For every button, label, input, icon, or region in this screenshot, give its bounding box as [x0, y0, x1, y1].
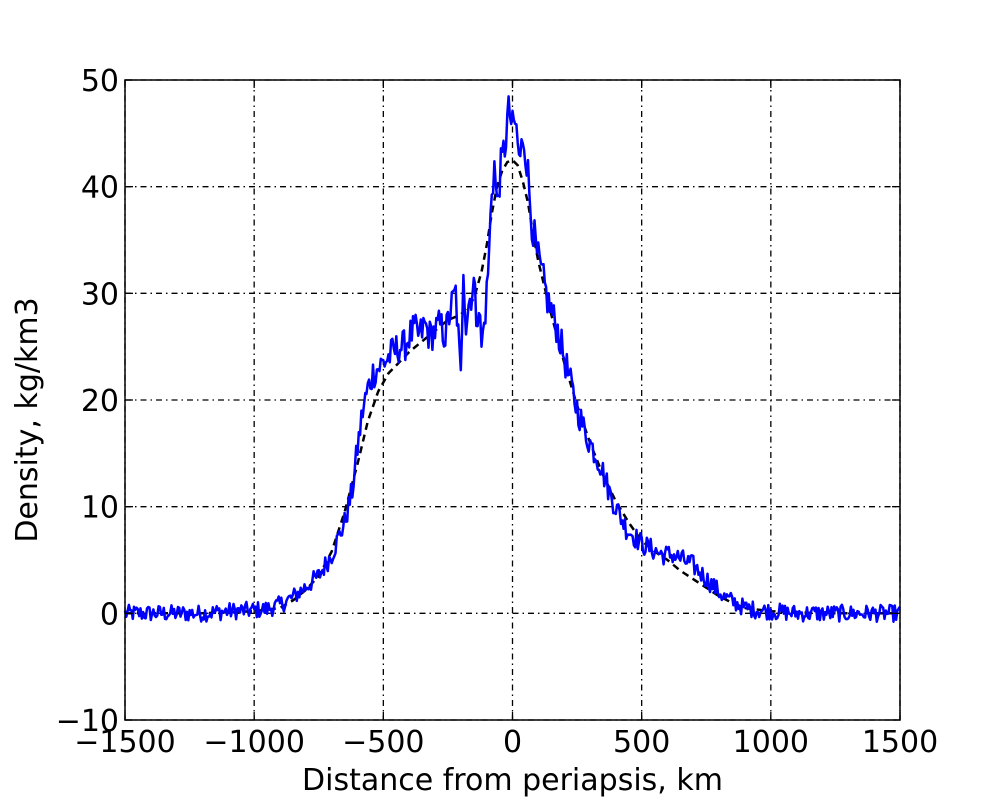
axis-ticks: −1500 −1000 −500 0 500 1000 1500 −10 0 10 20 30 40 50: [56, 64, 938, 760]
x-tick-label: 1000: [733, 725, 809, 760]
y-tick-label: 0: [100, 597, 119, 632]
y-tick-label: 20: [81, 384, 119, 419]
plot-series: [123, 95, 901, 623]
model-density-dashed-line: [125, 158, 900, 615]
y-tick-label: 40: [81, 171, 119, 206]
x-tick-label: 0: [503, 725, 522, 760]
y-tick-label: 50: [81, 64, 119, 99]
x-tick-label: −1000: [203, 725, 304, 760]
x-axis-label: Distance from periapsis, km: [302, 763, 723, 798]
x-tick-label: 1500: [862, 725, 938, 760]
y-tick-label: −10: [56, 704, 119, 739]
x-tick-label: −1500: [74, 725, 175, 760]
measured-density-line: [123, 95, 901, 623]
x-tick-label: 500: [613, 725, 670, 760]
y-tick-label: 30: [81, 277, 119, 312]
grid-lines: [124, 79, 901, 721]
y-axis-label: Density, kg/km3: [10, 297, 45, 542]
y-tick-label: 10: [81, 491, 119, 526]
x-tick-label: −500: [342, 725, 424, 760]
